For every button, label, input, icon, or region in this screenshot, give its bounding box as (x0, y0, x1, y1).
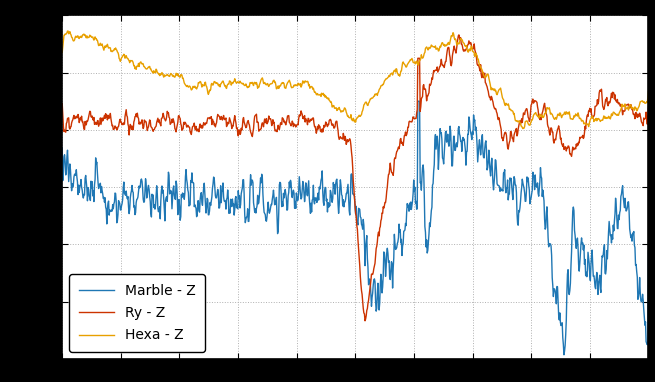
Marble - Z (58, 146, 66, 151)
Hexa - Z (519, 126, 527, 131)
Marble - Z (461, 148, 469, 152)
Hexa - Z (119, 53, 126, 58)
Hexa - Z (527, 120, 535, 124)
Marble - Z (527, 197, 534, 202)
Hexa - Z (461, 44, 469, 48)
Hexa - Z (64, 29, 72, 33)
Hexa - Z (296, 82, 304, 87)
Marble - Z (560, 353, 568, 357)
Ry - Z (361, 319, 369, 323)
Marble - Z (645, 249, 652, 253)
Hexa - Z (58, 50, 66, 55)
Line: Ry - Z: Ry - Z (62, 35, 648, 321)
Ry - Z (295, 113, 303, 117)
Ry - Z (645, 105, 652, 109)
Ry - Z (58, 101, 66, 106)
Hexa - Z (645, 89, 652, 94)
Ry - Z (462, 47, 470, 51)
Marble - Z (295, 175, 303, 179)
Ry - Z (118, 122, 126, 127)
Line: Marble - Z: Marble - Z (62, 101, 648, 355)
Marble - Z (414, 99, 422, 104)
Hexa - Z (317, 94, 325, 99)
Marble - Z (118, 201, 126, 206)
Legend: Marble - Z, Ry - Z, Hexa - Z: Marble - Z, Ry - Z, Hexa - Z (69, 274, 205, 352)
Line: Hexa - Z: Hexa - Z (62, 31, 648, 129)
Ry - Z (527, 103, 535, 107)
Marble - Z (316, 183, 324, 188)
Marble - Z (516, 206, 524, 210)
Hexa - Z (516, 121, 524, 125)
Ry - Z (455, 32, 463, 37)
Ry - Z (517, 121, 525, 126)
Ry - Z (316, 129, 324, 133)
